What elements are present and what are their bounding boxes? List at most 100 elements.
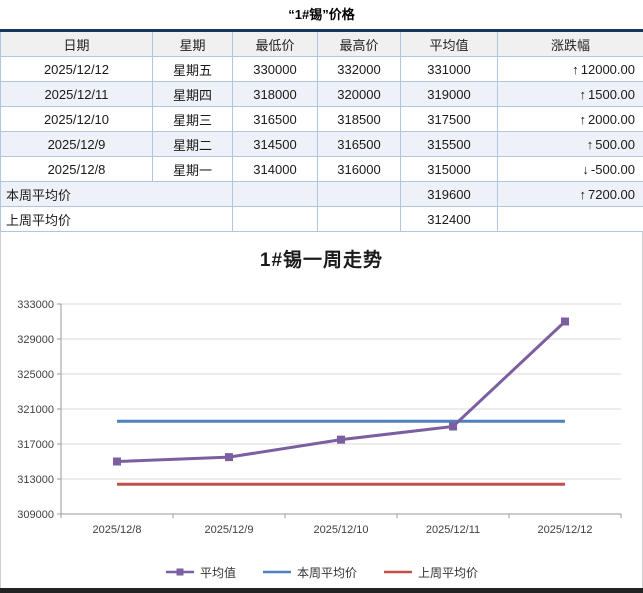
date-cell: 2025/12/12 xyxy=(0,56,153,82)
data-point-marker xyxy=(337,435,345,444)
chart-title: 1#锡一周走势 xyxy=(259,250,384,271)
legend-label: 本周平均价 xyxy=(296,565,357,580)
bottom-bar xyxy=(0,588,643,593)
y-axis-label: 333000 xyxy=(17,299,54,311)
y-axis-label: 309000 xyxy=(17,509,54,521)
high-cell: 332000 xyxy=(317,56,401,82)
summary-label: 上周平均价 xyxy=(0,206,233,232)
col-header-date: 日期 xyxy=(0,30,153,57)
avg-cell: 331000 xyxy=(400,56,498,82)
chart-legend: 平均值 本周平均价 上周平均价 xyxy=(1,559,642,585)
up-arrow-icon: ↑ xyxy=(586,136,594,152)
change-cell: ↑ 500.00 xyxy=(497,131,643,157)
change-value: 500.00 xyxy=(595,136,635,152)
low-cell: 316500 xyxy=(232,106,318,132)
change-value: -500.00 xyxy=(590,161,635,177)
legend-marker-icon xyxy=(262,570,291,574)
table-header-row: 日期 星期 最低价 最高价 平均值 涨跌幅 xyxy=(0,30,643,57)
y-axis-label: 321000 xyxy=(17,404,54,416)
table-row: 2025/12/9 星期二 314500 316500 315500 ↑ 500.00 xyxy=(0,131,643,157)
low-cell: 314500 xyxy=(232,131,318,157)
change-value: 1500.00 xyxy=(588,86,635,102)
change-value: 12000.00 xyxy=(580,61,635,77)
up-arrow-icon: ↑ xyxy=(572,61,579,77)
low-cell: 318000 xyxy=(232,81,318,107)
change-value: 2000.00 xyxy=(588,111,635,127)
legend-item: 上周平均价 xyxy=(383,564,478,581)
low-cell xyxy=(232,181,318,207)
date-cell: 2025/12/8 xyxy=(0,156,153,182)
y-axis-label: 329000 xyxy=(17,334,54,346)
high-cell: 320000 xyxy=(317,81,401,107)
summary-row: 上周平均价 312400 xyxy=(0,206,643,232)
weekday-cell: 星期五 xyxy=(152,56,233,82)
up-arrow-icon: ↑ xyxy=(579,186,587,202)
summary-row: 本周平均价 319600 ↑ 7200.00 xyxy=(0,181,643,207)
x-axis-label: 2025/12/12 xyxy=(537,524,592,536)
table-row: 2025/12/11 星期四 318000 320000 319000 ↑ 1500.00 xyxy=(0,81,643,107)
high-cell: 316000 xyxy=(317,156,401,182)
legend-item: 本周平均价 xyxy=(262,564,357,581)
down-arrow-icon: ↓ xyxy=(582,161,589,177)
low-cell xyxy=(232,206,318,232)
avg-cell: 315000 xyxy=(400,156,498,182)
date-cell: 2025/12/9 xyxy=(0,131,153,157)
trend-line-chart: 309000 313000 317000 321000 325000 329000 3330… xyxy=(17,299,622,536)
summary-label: 本周平均价 xyxy=(0,181,233,207)
up-arrow-icon: ↑ xyxy=(579,86,587,102)
change-cell xyxy=(497,206,643,232)
date-cell: 2025/12/10 xyxy=(0,106,153,132)
weekday-cell: 星期二 xyxy=(152,131,233,157)
change-cell: ↑ 12000.00 xyxy=(497,56,643,82)
avg-cell: 317500 xyxy=(400,106,498,132)
col-header-change: 涨跌幅 xyxy=(497,30,643,57)
legend-label: 平均值 xyxy=(199,565,236,580)
low-cell: 330000 xyxy=(232,56,318,82)
high-cell: 316500 xyxy=(317,131,401,157)
change-cell: ↑ 7200.00 xyxy=(497,181,643,207)
weekday-cell: 星期三 xyxy=(152,106,233,132)
y-axis-label: 325000 xyxy=(17,369,54,381)
x-axis-label: 2025/12/8 xyxy=(93,524,142,536)
avg-cell: 312400 xyxy=(400,206,498,232)
table-row: 2025/12/12 星期五 330000 332000 331000 ↑ 12000.00 xyxy=(0,56,643,82)
col-header-low: 最低价 xyxy=(232,30,318,57)
legend-label: 上周平均价 xyxy=(418,565,479,580)
avg-cell: 315500 xyxy=(400,131,498,157)
date-cell: 2025/12/11 xyxy=(0,81,153,107)
low-cell: 314000 xyxy=(232,156,318,182)
data-point-marker xyxy=(225,453,233,462)
x-axis-label: 2025/12/9 xyxy=(205,524,254,536)
table-row: 2025/12/10 星期三 316500 318500 317500 ↑ 2000.00 xyxy=(0,106,643,132)
data-point-marker xyxy=(449,422,457,431)
x-axis-label: 2025/12/11 xyxy=(426,524,480,536)
col-header-avg: 平均值 xyxy=(400,30,498,57)
price-table: 日期 星期 最低价 最高价 平均值 涨跌幅 2025/12/12 星期五 33000… xyxy=(0,29,643,232)
table-row: 2025/12/8 星期一 314000 316000 315000 ↓ -500.00 xyxy=(0,156,643,182)
change-cell: ↑ 2000.00 xyxy=(497,106,643,132)
legend-marker-icon xyxy=(165,568,194,576)
legend-marker-icon xyxy=(384,570,412,574)
col-header-high: 最高价 xyxy=(317,30,401,57)
change-value: 7200.00 xyxy=(588,186,635,202)
y-axis-label: 317000 xyxy=(17,439,54,451)
change-cell: ↑ 1500.00 xyxy=(497,81,643,107)
up-arrow-icon: ↑ xyxy=(579,111,587,127)
high-cell xyxy=(317,206,401,232)
high-cell: 318500 xyxy=(317,106,401,132)
data-point-marker xyxy=(561,317,569,326)
high-cell xyxy=(317,181,401,207)
page-title: “1#锡”价格 xyxy=(288,7,355,22)
x-axis-label: 2025/12/10 xyxy=(313,524,368,536)
data-point-marker xyxy=(113,457,121,466)
change-cell: ↓ -500.00 xyxy=(497,156,643,182)
col-header-weekday: 星期 xyxy=(152,30,233,57)
avg-cell: 319600 xyxy=(400,181,498,207)
weekday-cell: 星期四 xyxy=(152,81,233,107)
chart-container: 1#锡一周走势 309000 313000 317000 321000 325000 32… xyxy=(0,232,643,592)
legend-item: 平均值 xyxy=(165,564,236,581)
avg-cell: 319000 xyxy=(400,81,498,107)
weekday-cell: 星期一 xyxy=(152,156,233,182)
y-axis-label: 313000 xyxy=(17,474,54,486)
